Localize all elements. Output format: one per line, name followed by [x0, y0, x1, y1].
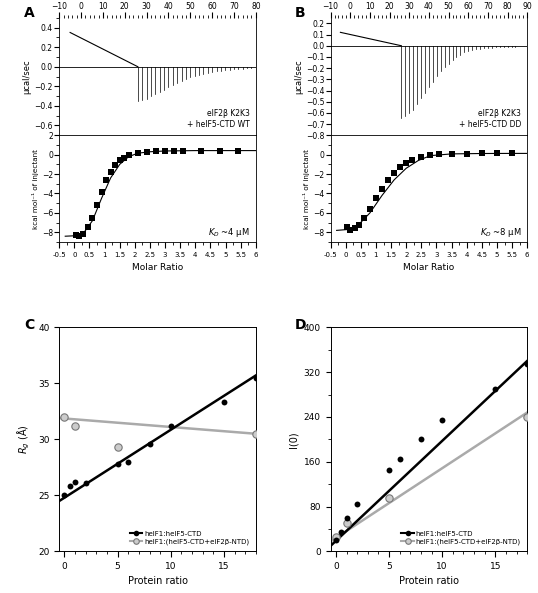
Point: [152, 146, 160, 156]
Point: [385, 493, 393, 503]
Point: [523, 412, 532, 422]
Point: [331, 535, 340, 545]
Point: [220, 398, 228, 407]
Point: [438, 415, 447, 425]
Point: [102, 175, 110, 184]
Point: [88, 213, 97, 222]
Text: $K_D$ ~4 μM: $K_D$ ~4 μM: [208, 226, 250, 239]
Point: [60, 490, 69, 500]
Point: [435, 149, 444, 159]
Point: [355, 220, 364, 229]
Point: [366, 204, 374, 213]
Legend: heIF1:heIF5-CTD, heIF1:(heIF5-CTD+eIF2β-NTD): heIF1:heIF5-CTD, heIF1:(heIF5-CTD+eIF2β-…: [127, 528, 252, 548]
X-axis label: Protein ratio: Protein ratio: [128, 576, 188, 586]
Y-axis label: I(0): I(0): [288, 431, 298, 448]
Point: [179, 146, 188, 155]
Text: eIF2β K2K3
+ heIF5-CTD WT: eIF2β K2K3 + heIF5-CTD WT: [187, 109, 250, 129]
Point: [60, 412, 69, 422]
Point: [215, 146, 224, 155]
Point: [79, 229, 88, 239]
Point: [408, 155, 416, 164]
X-axis label: Time (min): Time (min): [405, 0, 454, 1]
Point: [523, 359, 532, 368]
Point: [115, 156, 124, 165]
Point: [396, 162, 405, 172]
Text: eIF2β K2K3
+ heIF5-CTD DD: eIF2β K2K3 + heIF5-CTD DD: [459, 109, 521, 129]
Point: [120, 153, 129, 162]
Y-axis label: μcal/sec: μcal/sec: [294, 59, 303, 94]
Point: [72, 231, 80, 240]
Point: [395, 454, 404, 464]
X-axis label: Molar Ratio: Molar Ratio: [404, 263, 455, 272]
Point: [353, 499, 362, 509]
Point: [66, 482, 74, 491]
Point: [197, 146, 206, 155]
Point: [384, 175, 392, 184]
Point: [124, 150, 133, 160]
Point: [143, 147, 151, 157]
Point: [508, 149, 516, 158]
Point: [114, 442, 122, 452]
Point: [385, 466, 393, 475]
Point: [114, 460, 122, 469]
Text: C: C: [24, 318, 34, 332]
Point: [252, 373, 260, 382]
Text: B: B: [295, 6, 306, 20]
Point: [93, 200, 101, 210]
Point: [75, 231, 83, 241]
Point: [170, 146, 179, 155]
Point: [463, 149, 471, 158]
Point: [166, 421, 175, 431]
Point: [331, 533, 340, 542]
Point: [337, 527, 345, 537]
Point: [83, 223, 92, 232]
Point: [447, 149, 456, 158]
Point: [342, 519, 351, 528]
Point: [233, 146, 242, 155]
Point: [491, 384, 500, 394]
Point: [111, 161, 119, 170]
Y-axis label: $R_g$ (Å): $R_g$ (Å): [16, 425, 32, 454]
Point: [478, 149, 486, 158]
Point: [359, 213, 368, 222]
Point: [426, 151, 435, 160]
Point: [343, 223, 351, 232]
Point: [81, 479, 90, 488]
Point: [342, 513, 351, 522]
Point: [378, 184, 386, 193]
Legend: heIF1:heIF5-CTD, heIF1:(heIF5-CTD+eIF2β-NTD): heIF1:heIF5-CTD, heIF1:(heIF5-CTD+eIF2β-…: [399, 528, 524, 548]
Point: [161, 146, 169, 155]
X-axis label: Time (min): Time (min): [133, 0, 182, 1]
Point: [493, 149, 501, 158]
Point: [145, 439, 154, 448]
Y-axis label: μcal/sec: μcal/sec: [23, 59, 32, 94]
X-axis label: Molar Ratio: Molar Ratio: [132, 263, 183, 272]
Point: [417, 152, 426, 161]
Point: [124, 457, 132, 467]
Point: [346, 226, 355, 235]
Point: [372, 193, 380, 203]
Text: D: D: [295, 318, 307, 332]
Point: [133, 148, 142, 158]
Point: [390, 168, 399, 178]
Point: [71, 477, 80, 487]
Y-axis label: kcal mol⁻¹ of injectant: kcal mol⁻¹ of injectant: [303, 149, 310, 229]
Point: [107, 167, 115, 177]
Point: [350, 224, 359, 233]
Y-axis label: kcal mol⁻¹ of injectant: kcal mol⁻¹ of injectant: [32, 149, 39, 229]
Point: [71, 421, 80, 431]
Point: [252, 429, 260, 438]
Point: [97, 187, 106, 196]
X-axis label: Protein ratio: Protein ratio: [399, 576, 459, 586]
Text: $K_D$ ~8 μM: $K_D$ ~8 μM: [480, 226, 521, 239]
Text: A: A: [24, 6, 34, 20]
Point: [416, 435, 425, 444]
Point: [402, 159, 410, 168]
